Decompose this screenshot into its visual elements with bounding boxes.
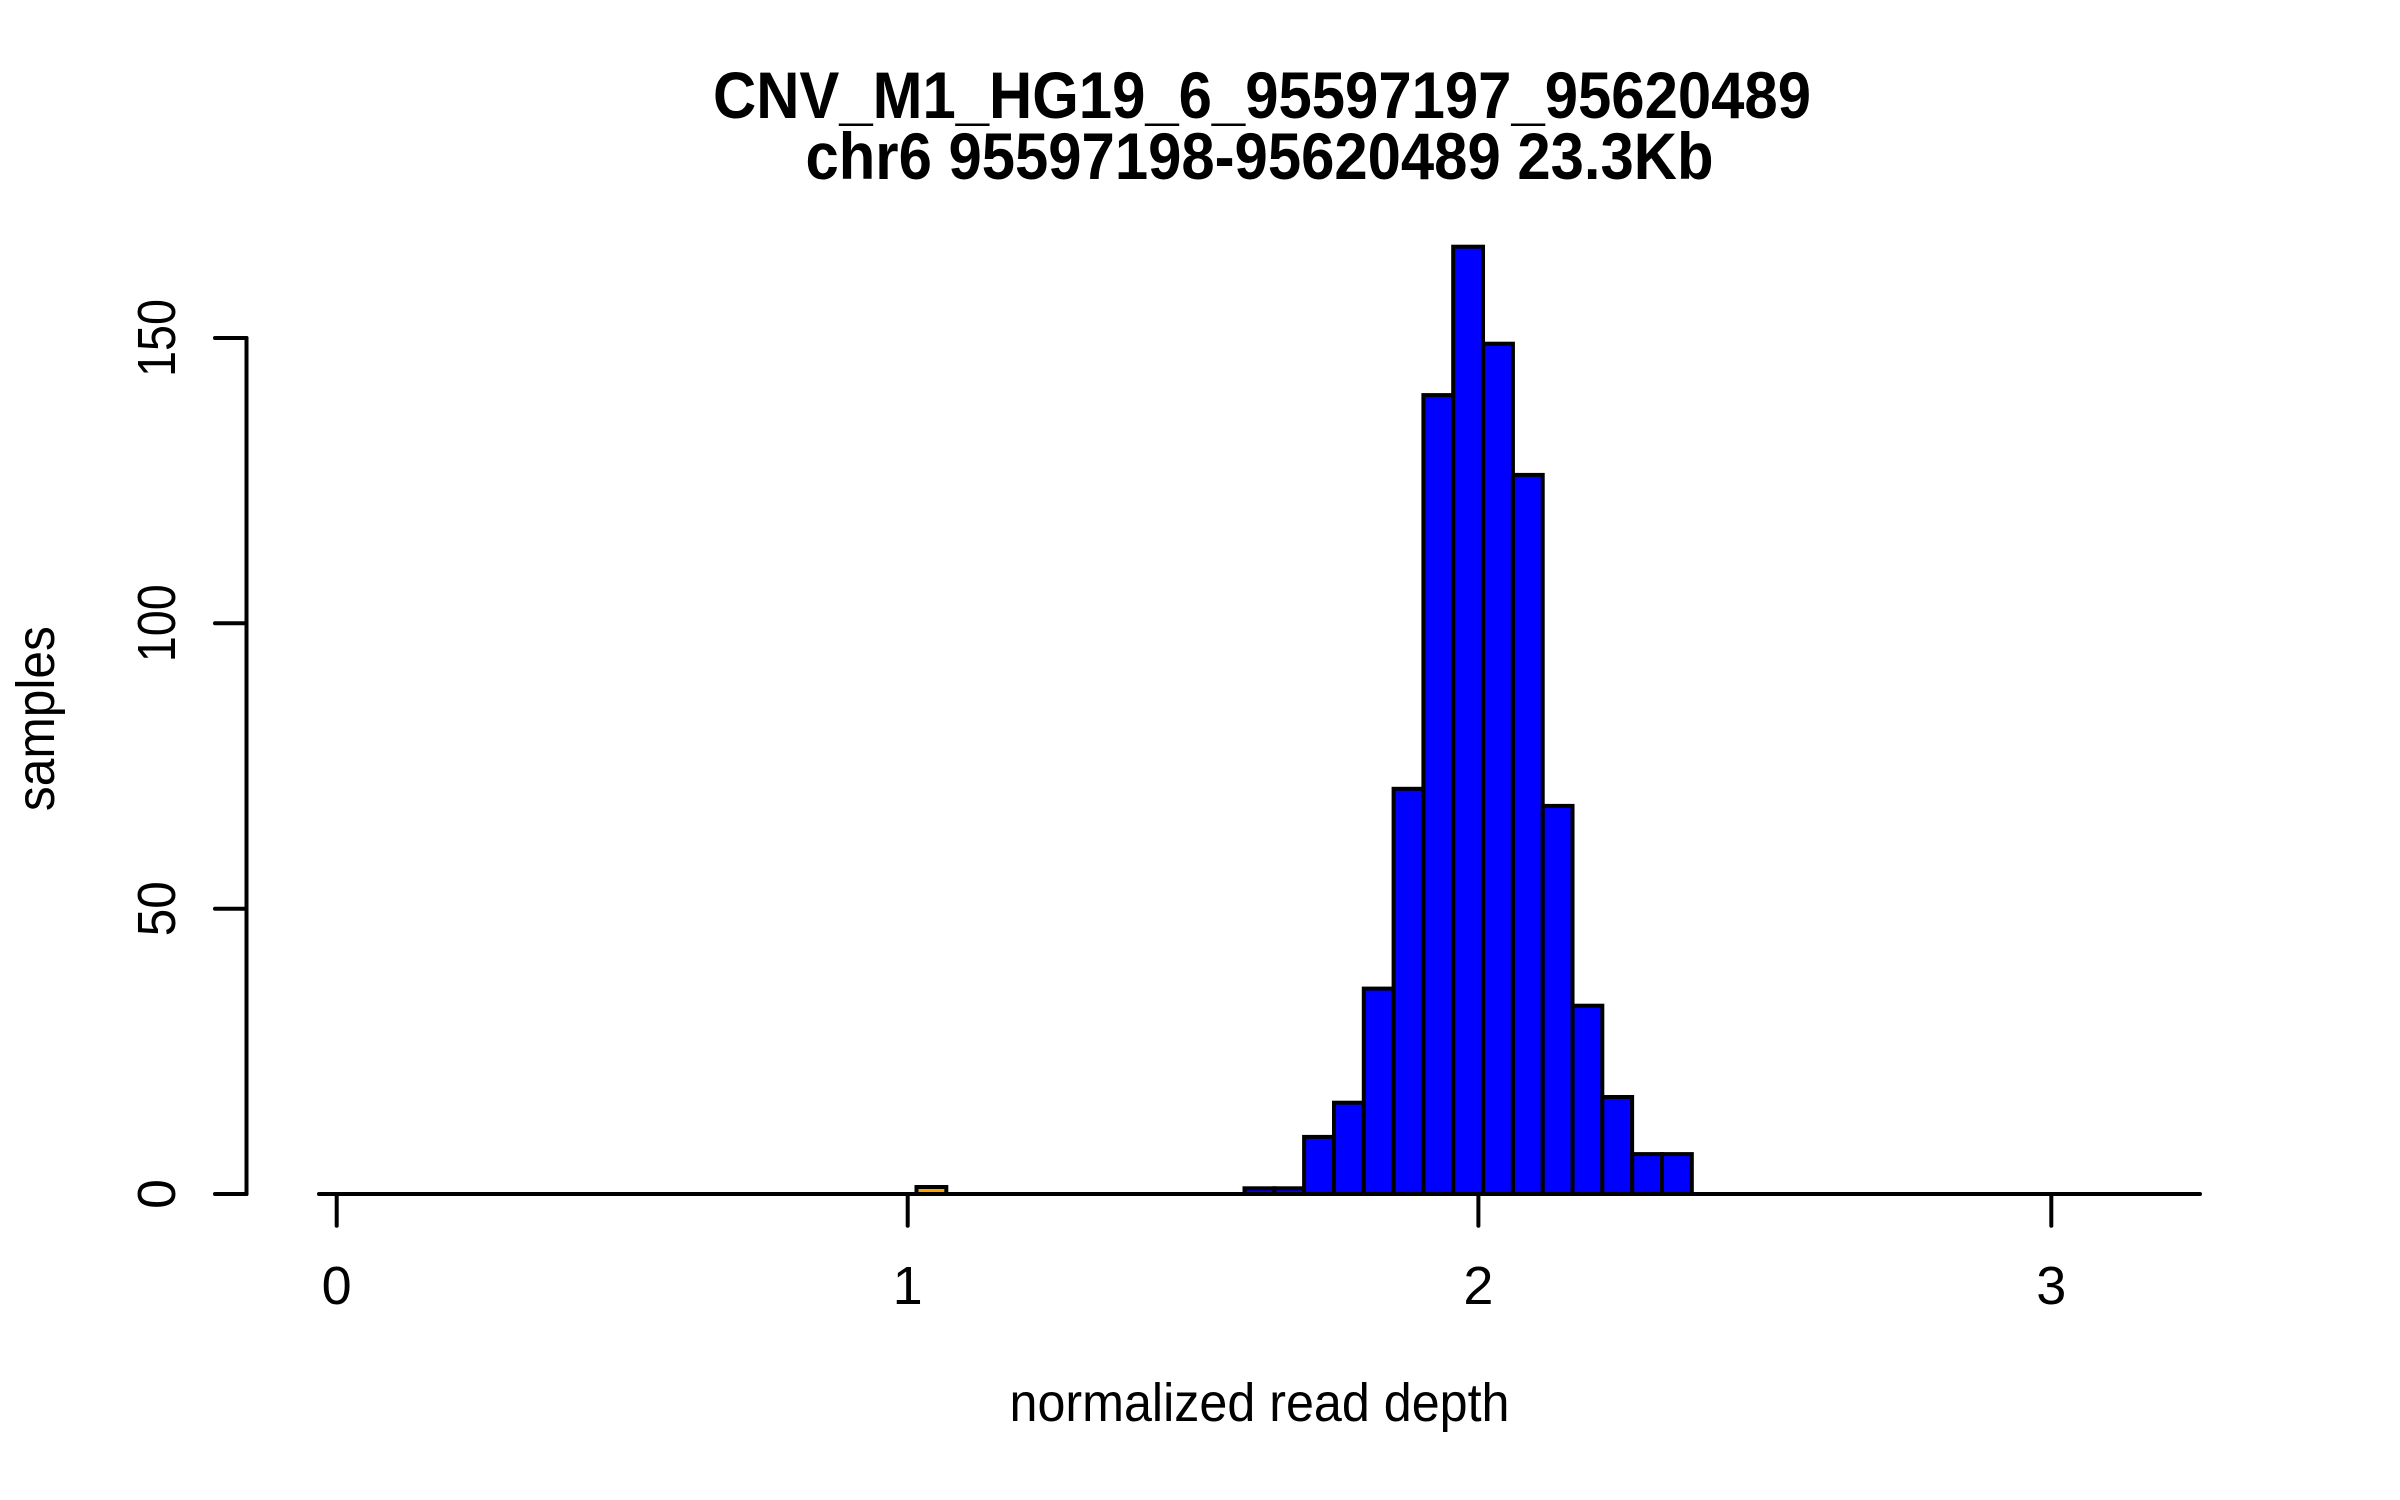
svg-text:1: 1 xyxy=(893,1256,923,1316)
svg-text:150: 150 xyxy=(127,299,187,377)
svg-text:50: 50 xyxy=(127,881,187,936)
svg-text:0: 0 xyxy=(322,1256,352,1316)
svg-text:samples: samples xyxy=(7,626,66,811)
svg-text:0: 0 xyxy=(127,1179,187,1209)
svg-text:CNV_M1_HG19_6_95597197_9562048: CNV_M1_HG19_6_95597197_95620489 xyxy=(713,58,1811,132)
svg-text:normalized read depth: normalized read depth xyxy=(1010,1374,1510,1433)
svg-text:chr6 95597198-95620489 23.3Kb: chr6 95597198-95620489 23.3Kb xyxy=(806,119,1714,193)
svg-text:100: 100 xyxy=(127,584,187,662)
svg-text:3: 3 xyxy=(2036,1256,2066,1316)
svg-text:2: 2 xyxy=(1463,1256,1493,1316)
